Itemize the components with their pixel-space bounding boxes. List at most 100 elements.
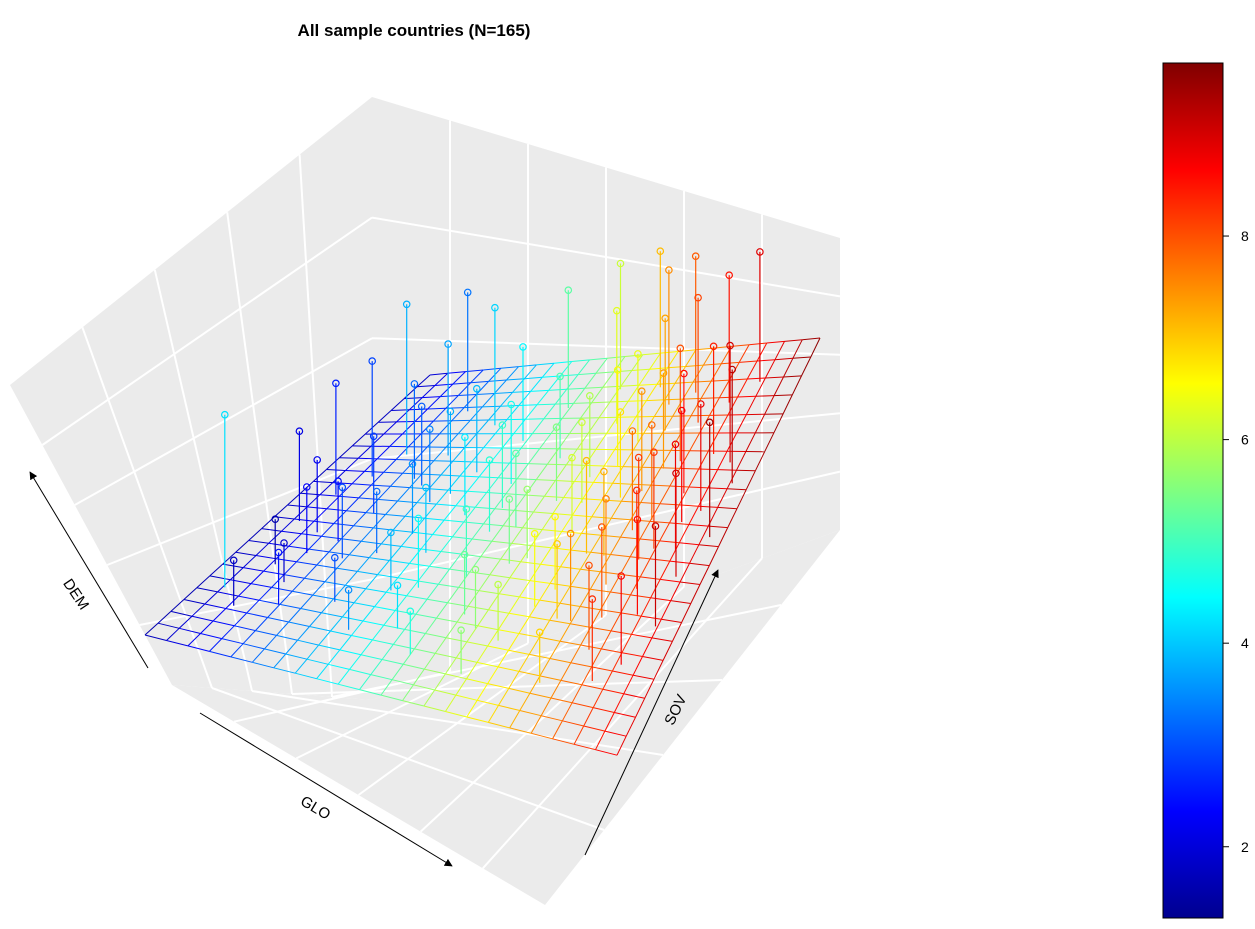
plane-mesh-segment <box>420 548 442 552</box>
plane-mesh-segment <box>669 560 690 564</box>
data-point <box>295 427 304 436</box>
data-point <box>472 384 481 393</box>
plane-mesh-segment <box>509 577 531 582</box>
plane-mesh-segment <box>406 580 419 597</box>
plane-mesh-segment <box>672 398 684 417</box>
plane-mesh-segment <box>610 591 631 596</box>
plane-mesh-segment <box>491 540 512 544</box>
plane-mesh-segment <box>385 500 398 515</box>
data-point <box>597 523 606 531</box>
plane-mesh-segment <box>353 512 367 527</box>
plane-mesh-segment <box>578 372 597 376</box>
plane-mesh-segment <box>380 694 403 702</box>
plane-mesh-segment <box>209 563 224 577</box>
plane-mesh-segment <box>645 383 658 401</box>
plane-mesh-segment <box>287 504 308 508</box>
plane-mesh-segment <box>745 396 757 415</box>
plane-mesh-segment <box>418 580 439 585</box>
plane-mesh-segment <box>754 413 766 434</box>
plane-mesh-segment <box>570 662 592 668</box>
plane-mesh-segment <box>414 459 434 462</box>
plane-mesh-segment <box>519 596 540 601</box>
colorbar-tick-label: 2 <box>1241 839 1249 855</box>
plane-mesh-segment <box>346 510 366 514</box>
plane-mesh-segment <box>646 399 665 402</box>
plane-mesh-segment <box>191 615 214 622</box>
plane-mesh-segment <box>383 610 396 626</box>
plane-mesh-segment <box>200 620 214 634</box>
data-point <box>585 391 594 400</box>
plane-mesh-segment <box>528 463 548 465</box>
plane-mesh-segment <box>592 689 604 708</box>
plane-mesh-segment <box>593 707 615 713</box>
plane-mesh-segment <box>457 420 471 435</box>
plane-mesh-segment <box>333 523 354 527</box>
plane-mesh-segment <box>550 582 571 587</box>
plane-mesh-segment <box>522 511 534 528</box>
plane-mesh-segment <box>413 633 426 650</box>
plane-mesh-segment <box>415 598 428 615</box>
plane-mesh-segment <box>294 658 308 674</box>
plane-mesh-segment <box>274 504 288 518</box>
plane-mesh-segment <box>518 654 530 672</box>
plane-mesh-segment <box>552 720 563 740</box>
colorbar-tick-label: 6 <box>1241 432 1249 448</box>
plane-mesh-segment <box>595 371 614 374</box>
plane-mesh-segment <box>426 583 439 600</box>
plane-mesh-segment <box>434 673 446 691</box>
plane-mesh-segment <box>500 558 521 563</box>
plane-mesh-segment <box>319 494 340 497</box>
plane-mesh-segment <box>589 571 601 590</box>
plane-mesh-segment <box>361 540 382 545</box>
plane-mesh-segment <box>258 587 272 601</box>
plane-mesh-segment <box>166 640 189 647</box>
gridline <box>295 642 529 760</box>
plane-mesh-segment <box>573 725 585 745</box>
plane-mesh-segment <box>401 545 422 550</box>
plane-mesh-segment <box>357 570 378 576</box>
plane-mesh-segment <box>264 635 277 650</box>
plane-mesh-segment <box>248 528 262 541</box>
plane-mesh-segment <box>711 379 730 382</box>
plane-mesh-segment <box>238 595 260 601</box>
gridline <box>139 578 373 626</box>
plane-mesh-segment <box>700 380 712 399</box>
plane-mesh-segment <box>397 563 410 579</box>
plane-mesh-segment <box>306 658 329 665</box>
plane-mesh-segment <box>671 622 683 642</box>
plane-mesh-segment <box>345 470 365 472</box>
plane-mesh-segment <box>685 364 704 367</box>
plane-mesh-segment <box>570 623 591 628</box>
plane-mesh-segment <box>471 447 484 463</box>
plane-mesh-segment <box>524 364 537 380</box>
plane-mesh-segment <box>591 387 604 403</box>
plane-mesh-segment <box>764 432 775 453</box>
plane-mesh-segment <box>383 471 403 474</box>
plane-mesh-segment <box>520 561 541 565</box>
plane-mesh-segment <box>273 653 287 669</box>
plane-mesh-segment <box>326 457 340 470</box>
plane-mesh-segment <box>365 574 378 590</box>
plane-mesh-segment <box>498 577 511 594</box>
plane-mesh-segment <box>242 630 256 645</box>
plane-mesh-segment <box>417 565 430 582</box>
data-point <box>582 456 591 465</box>
plane-mesh-segment <box>209 575 231 581</box>
plane-mesh-segment <box>718 527 729 547</box>
data-point <box>691 252 700 261</box>
plane-mesh-segment <box>755 377 766 397</box>
data-point <box>368 357 377 365</box>
plane-mesh-segment <box>613 356 626 373</box>
plane-mesh-segment <box>409 397 423 411</box>
colorbar-gradient <box>1162 62 1224 919</box>
dem-axis-label: DEM <box>59 576 92 613</box>
plane-mesh-segment <box>774 394 793 397</box>
plane-mesh-segment <box>640 538 660 542</box>
plane-mesh-segment <box>522 527 543 531</box>
plane-mesh-segment <box>533 496 545 513</box>
plane-mesh-segment <box>483 433 496 449</box>
plane-mesh-segment <box>463 506 476 523</box>
plane-mesh-segment <box>500 405 519 407</box>
plane-mesh-segment <box>436 503 456 507</box>
plane-mesh-segment <box>498 704 520 711</box>
